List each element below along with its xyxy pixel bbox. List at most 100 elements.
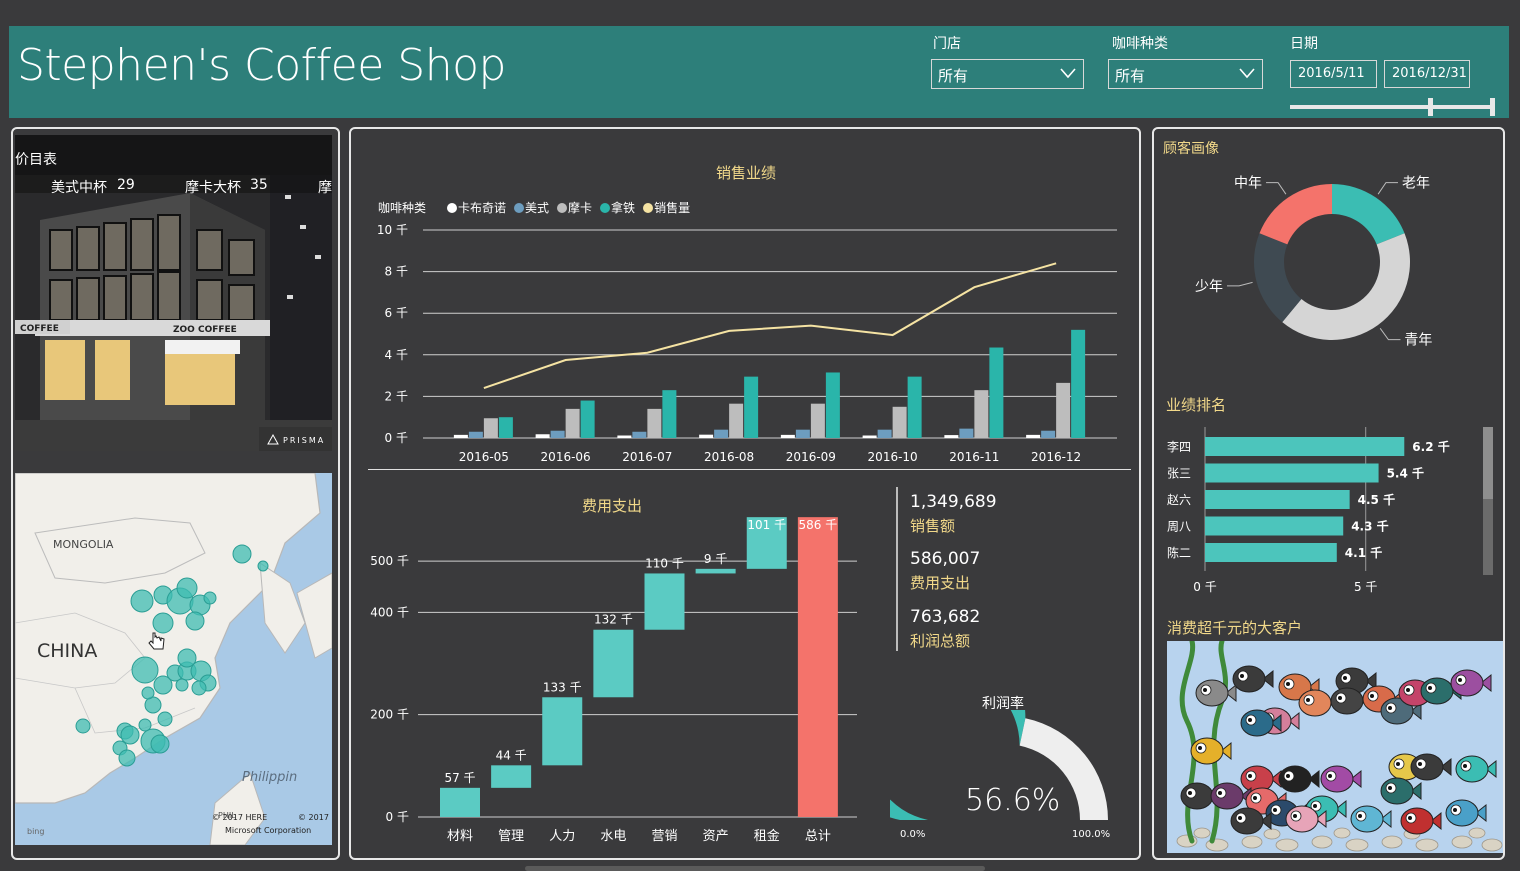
map-label-philippines: Philippin xyxy=(242,770,297,785)
legend-item-2[interactable]: 摩卡 xyxy=(557,199,592,216)
expense-xtick-label: 租金 xyxy=(754,828,780,844)
fish-pupil xyxy=(1338,696,1342,700)
coffee-type-dropdown[interactable]: 所有 xyxy=(1108,59,1263,89)
ranking-name-label: 周八 xyxy=(1167,520,1191,534)
ranking-xtick-label: 0 千 xyxy=(1193,580,1216,594)
fish-body xyxy=(1450,669,1484,697)
header-banner: Stephen's Coffee Shop 门店 所有 咖啡种类 所有 日期 2… xyxy=(9,26,1509,118)
ranking-name-label: 李四 xyxy=(1167,439,1191,454)
legend-label: 美式 xyxy=(525,201,550,215)
date-end-input[interactable]: 2016/12/31 xyxy=(1384,60,1470,88)
ranking-scrollbar-thumb[interactable] xyxy=(1483,427,1493,499)
chevron-down-icon xyxy=(1060,68,1076,79)
sign-text-2: ZOO COFFEE xyxy=(173,325,237,335)
donut-slice-3 xyxy=(1259,184,1332,245)
sales-ytick-label: 4 千 xyxy=(385,348,408,362)
fish-icon xyxy=(1195,679,1237,707)
expense-value-label: 101 千 xyxy=(747,518,786,532)
sales-xtick-label: 2016-07 xyxy=(622,450,672,464)
fish-tail xyxy=(1288,711,1300,731)
fish-tail xyxy=(1270,713,1282,733)
fish-tail xyxy=(1225,683,1237,703)
legend-item-3[interactable]: 拿铁 xyxy=(600,199,635,216)
fish-pupil xyxy=(1248,774,1252,778)
legend-item-0[interactable]: 卡布奇诺 xyxy=(447,199,506,216)
map-copyright-microsoft: Microsoft Corporation xyxy=(225,826,311,835)
fish-body xyxy=(1380,777,1414,805)
fish-pupil xyxy=(1286,682,1290,686)
sales-bar xyxy=(825,372,840,438)
fish-tail xyxy=(1380,809,1392,829)
date-slider-handle-start[interactable] xyxy=(1428,98,1433,116)
fish-pupil xyxy=(1328,774,1332,778)
fish-body xyxy=(1350,805,1384,833)
sales-ranking-chart[interactable]: 0 千 5 千 李四 6.2 千张三 5.4 千赵六 4.5 千周八 4.3 千陈二 4.1 … xyxy=(1160,425,1500,600)
hand-cursor-icon xyxy=(148,632,165,650)
fish-body xyxy=(1455,755,1489,783)
legend-dot xyxy=(447,202,457,213)
sales-chart-title: 销售业绩 xyxy=(716,164,777,182)
fish-icon xyxy=(1445,799,1487,827)
date-slider-handle-end[interactable] xyxy=(1490,98,1495,116)
fish-body xyxy=(1420,677,1454,705)
fish-tail xyxy=(1335,799,1347,819)
expense-xtick-label: 资产 xyxy=(703,829,729,844)
sales-ytick-label: 0 千 xyxy=(385,431,408,445)
sales-bar xyxy=(989,347,1004,438)
kpi-expense-value: 586,007 xyxy=(910,549,981,569)
store-location-bubbles[interactable] xyxy=(75,544,269,767)
fish-body xyxy=(1210,782,1244,810)
donut-leader-line xyxy=(1379,328,1401,341)
expense-ytick-label: 400 千 xyxy=(370,605,409,619)
bottom-scroll-indicator[interactable] xyxy=(525,866,985,871)
sales-bar xyxy=(892,406,907,438)
fish-pupil xyxy=(1293,814,1297,818)
expense-waterfall-chart[interactable]: 0 千 200 千 400 千 500 千 57 千材料 44 千管理 133 千人力 132… xyxy=(360,510,870,850)
date-start-input[interactable]: 2016/5/11 xyxy=(1290,60,1377,88)
donut-leader-line xyxy=(1227,281,1253,287)
date-range-slider[interactable] xyxy=(1290,105,1495,109)
expense-xtick-label: 材料 xyxy=(447,829,473,844)
sales-bar xyxy=(498,417,513,438)
donut-label: 老年 xyxy=(1402,176,1430,192)
menu-item-2-name: 摩卡大杯 xyxy=(185,180,241,196)
kpi-sales-value: 1,349,689 xyxy=(910,492,997,512)
fish-tail xyxy=(1350,769,1362,789)
sales-bar xyxy=(647,408,662,438)
fish-body xyxy=(1410,753,1444,781)
fish-pupil xyxy=(1273,808,1277,812)
store-map[interactable]: MONGOLIA CHINA Philippin PHIL bing © 201… xyxy=(15,473,332,845)
kpi-sales-label: 销售额 xyxy=(910,517,956,535)
customer-profile-title: 顾客画像 xyxy=(1163,141,1219,157)
ranking-scrollbar[interactable] xyxy=(1483,427,1493,575)
fish-pupil xyxy=(1408,816,1412,820)
sales-chart[interactable]: 0 千 2 千 4 千 6 千 8 千 10 千 2016-05 2016-06 2016-07… xyxy=(360,215,1140,475)
sales-bar xyxy=(944,435,959,438)
expense-value-label: 9 千 xyxy=(704,552,727,566)
store-dropdown[interactable]: 所有 xyxy=(931,59,1084,89)
donut-leader-line xyxy=(1266,182,1287,195)
expense-xtick-label: 管理 xyxy=(498,829,524,844)
big-customer-fish-visual[interactable] xyxy=(1167,641,1503,853)
donut-label: 青年 xyxy=(1404,333,1432,349)
legend-item-4[interactable]: 销售量 xyxy=(643,199,690,216)
profit-margin-gauge[interactable] xyxy=(890,710,1120,845)
fish-tail xyxy=(1308,769,1320,789)
ranking-value-label: 6.2 千 xyxy=(1412,439,1449,454)
fish-body xyxy=(1298,689,1332,717)
fish-icon xyxy=(1320,765,1362,793)
sales-xtick-label: 2016-05 xyxy=(459,450,509,464)
store-dropdown-value: 所有 xyxy=(938,67,969,85)
fish-icons xyxy=(1180,665,1497,835)
sales-xtick-label: 2016-11 xyxy=(949,450,999,464)
prisma-watermark: PRISMA xyxy=(283,436,325,445)
fish-tail xyxy=(1410,701,1422,721)
legend-label: 拿铁 xyxy=(611,201,636,215)
gauge-title: 利润率 xyxy=(982,696,1024,712)
fish-body xyxy=(1190,737,1224,765)
legend-item-1[interactable]: 美式 xyxy=(514,199,549,216)
fish-tail xyxy=(1480,673,1492,693)
fish-pupil xyxy=(1306,698,1310,702)
legend-dot xyxy=(600,202,611,213)
